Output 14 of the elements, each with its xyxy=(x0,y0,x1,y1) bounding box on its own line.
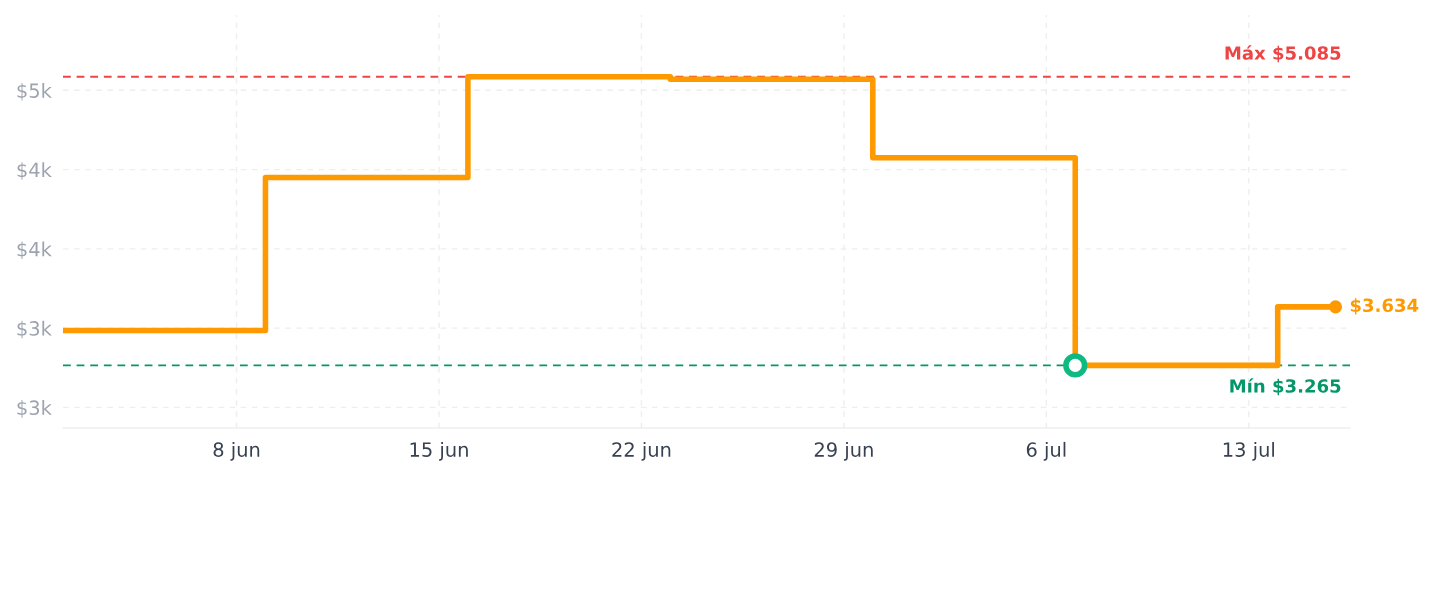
x-tick-label: 22 jun xyxy=(612,441,671,461)
y-tick-label: $4k xyxy=(17,241,52,260)
y-tick-label: $3k xyxy=(17,320,52,339)
y-tick-label: $3k xyxy=(17,400,52,418)
x-tick-label: 6 jul xyxy=(1026,441,1066,461)
y-tick-label: $4k xyxy=(17,162,52,180)
ref-line-label: Máx $5.085 xyxy=(1225,45,1341,63)
x-tick-label: 8 jun xyxy=(213,441,260,461)
x-tick-label: 15 jun xyxy=(410,441,468,461)
x-tick-label: 29 jun xyxy=(814,441,873,461)
ref-line-label: Mín $3.265 xyxy=(1230,378,1341,396)
y-tick-label: $5k xyxy=(17,82,52,101)
data-label: $3.634 xyxy=(1350,298,1419,315)
x-tick-label: 13 jul xyxy=(1223,441,1274,461)
